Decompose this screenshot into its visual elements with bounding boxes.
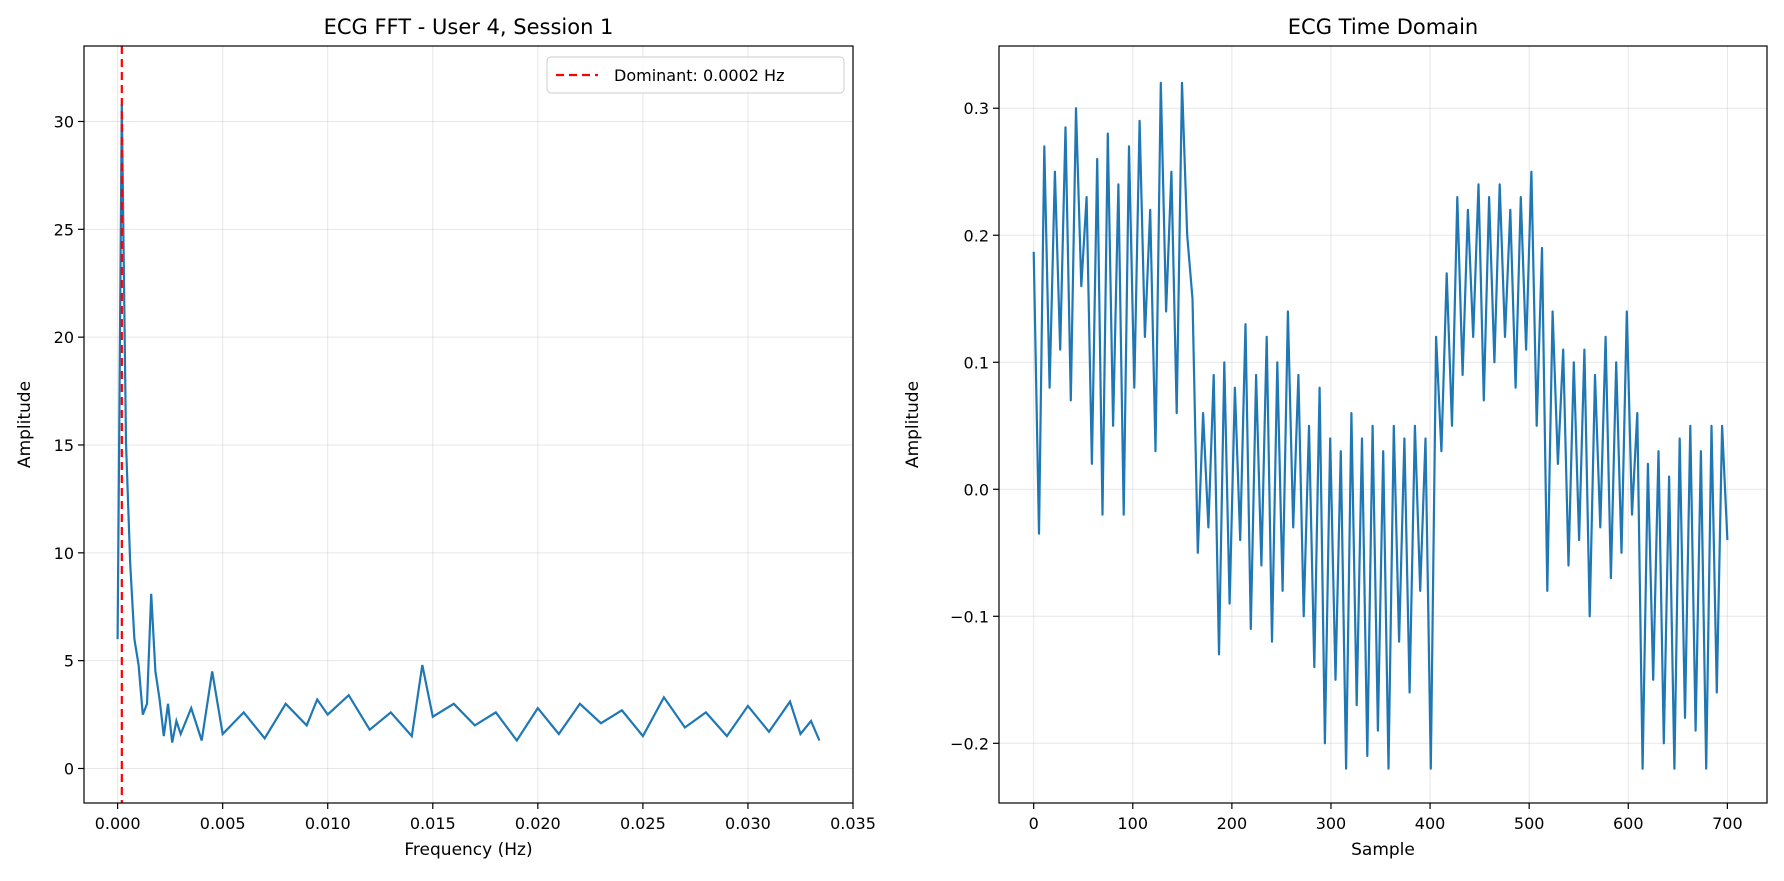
fft-axes-frame [83, 45, 854, 804]
x-tick-label: 0.015 [410, 814, 456, 833]
x-tick-label: 700 [1712, 814, 1743, 833]
y-tick-label: 30 [54, 112, 74, 131]
fft-x-ticks: 0.000 0.005 0.010 0.015 0.020 0.025 0.030 0.035 [95, 803, 876, 833]
y-tick-label: 0.3 [964, 99, 989, 118]
y-tick-label: −0.1 [950, 607, 989, 626]
x-tick-label: 200 [1217, 814, 1248, 833]
legend-box [546, 56, 845, 94]
x-tick-label: 0.000 [95, 814, 141, 833]
y-tick-label: 0.1 [964, 353, 989, 372]
x-tick-label: 0.020 [515, 814, 561, 833]
fft-series-line [116, 104, 821, 743]
x-tick-label: 0.030 [725, 814, 771, 833]
time-y-ticks: −0.2 −0.1 0.0 0.1 0.2 0.3 [950, 99, 999, 753]
time-y-axis-label: Amplitude [903, 381, 923, 468]
fft-legend: Dominant: 0.0002 Hz [546, 56, 845, 94]
fft-chart-title: ECG FFT - User 4, Session 1 [324, 15, 614, 39]
fft-y-ticks: 0 5 10 15 20 25 30 [54, 112, 84, 778]
x-tick-label: 300 [1316, 814, 1347, 833]
time-axes-frame [998, 45, 1768, 804]
y-tick-label: 25 [54, 220, 74, 239]
x-tick-label: 0.005 [200, 814, 246, 833]
x-tick-label: 0.010 [305, 814, 351, 833]
y-tick-label: −0.2 [950, 734, 989, 753]
fft-y-axis-label: Amplitude [15, 381, 35, 468]
time-x-ticks: 0 100 200 300 400 500 600 700 [1029, 803, 1743, 833]
y-tick-label: 0 [64, 759, 74, 778]
legend-label-dominant: Dominant: 0.0002 Hz [614, 66, 784, 85]
fft-grid [84, 46, 854, 803]
y-tick-label: 5 [64, 652, 74, 671]
y-tick-label: 15 [54, 436, 74, 455]
time-series-line [1032, 81, 1729, 770]
x-tick-label: 100 [1118, 814, 1149, 833]
x-tick-label: 500 [1514, 814, 1545, 833]
fft-chart: 0.000 0.005 0.010 0.015 0.020 0.025 0.030 0.035… [15, 15, 876, 860]
x-tick-label: 400 [1415, 814, 1446, 833]
x-tick-label: 0.025 [620, 814, 666, 833]
x-tick-label: 600 [1613, 814, 1644, 833]
fft-x-axis-label: Frequency (Hz) [404, 840, 532, 860]
y-tick-label: 0.0 [964, 480, 989, 499]
x-tick-label: 0 [1029, 814, 1039, 833]
time-x-axis-label: Sample [1351, 840, 1415, 860]
y-tick-label: 0.2 [964, 226, 989, 245]
time-chart-title: ECG Time Domain [1288, 15, 1478, 39]
x-tick-label: 0.035 [830, 814, 876, 833]
y-tick-label: 10 [54, 544, 74, 563]
y-tick-label: 20 [54, 328, 74, 347]
time-domain-chart: 0 100 200 300 400 500 600 700 −0.2 −0.1 0.0 0.1 0.2… [903, 15, 1768, 860]
